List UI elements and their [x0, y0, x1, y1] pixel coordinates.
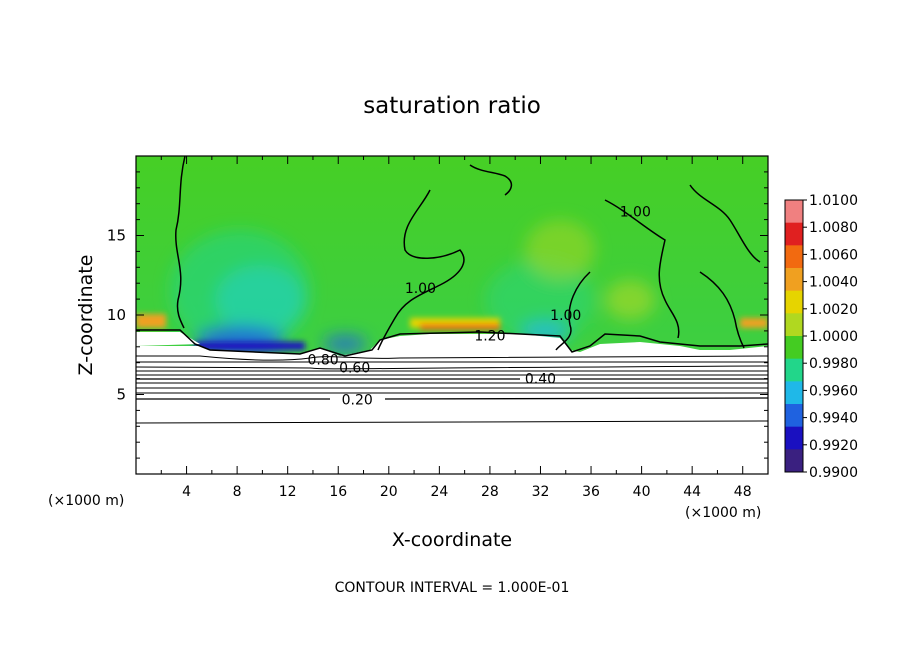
yellow-patch-e — [605, 280, 655, 320]
colorbar-label: 0.9960 — [809, 383, 858, 399]
yellow-patch-ne — [525, 220, 595, 280]
contour-1.20-cloud-edge — [136, 329, 768, 357]
colorbar-swatch — [785, 200, 803, 224]
y-tick-label: 5 — [116, 386, 126, 404]
hot-band-mid — [420, 324, 500, 330]
colorbar-label: 0.9940 — [809, 411, 858, 427]
contour-1.00-center — [377, 189, 465, 351]
colorbar-swatch — [785, 449, 803, 473]
warm-band-east — [740, 318, 768, 328]
contour-label: 1.00 — [620, 205, 651, 221]
contour-1.00-top — [469, 164, 513, 196]
x-axis-label: X-coordinate — [392, 529, 512, 551]
x-tick-label: 32 — [532, 484, 550, 500]
colorbar-label: 1.0060 — [809, 247, 858, 263]
warm-band-west — [136, 314, 166, 328]
blue-core-center — [323, 335, 367, 353]
x-tick-label: 48 — [734, 484, 752, 500]
x-tick-label: 8 — [233, 484, 242, 500]
colorbar-swatch — [785, 268, 803, 292]
contour-0.80 — [136, 355, 768, 361]
contour-1.00-mid — [555, 271, 591, 351]
warm-band-mid — [410, 318, 500, 328]
x-tick-label: 44 — [683, 484, 701, 500]
x-axis: 4 8 12 16 20 24 28 32 36 40 44 48 — [160, 156, 752, 500]
contour-label: 0.40 — [525, 372, 556, 388]
colorbar-swatch — [785, 336, 803, 360]
contour-label: 1.20 — [474, 329, 505, 345]
x-tick-label: 36 — [582, 484, 600, 500]
contour-1.00-ne — [604, 199, 680, 339]
contour-lines — [136, 156, 768, 424]
colorbar-swatch — [785, 313, 803, 337]
colorbar-label: 0.9900 — [809, 465, 858, 481]
colorbar-swatch — [785, 222, 803, 246]
x-tick-label: 4 — [182, 484, 191, 500]
contour-label: 0.80 — [307, 353, 338, 369]
x-unit-label: (×1000 m) — [685, 505, 761, 521]
x-tick-label: 12 — [279, 484, 297, 500]
x-tick-label: 28 — [481, 484, 499, 500]
y-tick-label: 10 — [107, 306, 126, 324]
y-axis-label: Z-coordinate — [75, 255, 97, 376]
field-streaks — [136, 314, 768, 350]
contour-interval-note: CONTOUR INTERVAL = 1.000E-01 — [335, 580, 570, 596]
colorbar-label: 0.9980 — [809, 356, 858, 372]
colorbar-label: 1.0020 — [809, 302, 858, 318]
x-tick-label: 40 — [633, 484, 651, 500]
y-unit-label: (×1000 m) — [48, 493, 124, 509]
colorbar-swatch — [785, 245, 803, 269]
cyan-plume-east — [485, 260, 595, 340]
colorbar-label: 0.9920 — [809, 438, 858, 454]
colorbar-label: 1.0100 — [809, 193, 858, 209]
dark-blue-strip — [195, 342, 305, 350]
contour-label: 1.00 — [550, 308, 581, 324]
colorbar-label: 1.0040 — [809, 275, 858, 291]
x-tick-label: 16 — [329, 484, 347, 500]
y-axis: 5 10 15 — [107, 171, 768, 459]
colorbar-swatch — [785, 426, 803, 450]
contour-label: 1.00 — [405, 281, 436, 297]
contour-label: 0.60 — [339, 360, 370, 376]
heatmap-field: 1.00 1.00 1.00 1.20 0.80 0.60 0.40 0.20 — [136, 156, 768, 474]
x-tick-label: 24 — [430, 484, 448, 500]
contour-label: 0.20 — [342, 392, 373, 408]
chart-title: saturation ratio — [363, 93, 541, 119]
cloud-free-region — [136, 334, 768, 474]
colorbar-swatch — [785, 290, 803, 314]
contour-1.00-east — [689, 184, 761, 263]
y-tick-label: 15 — [107, 227, 126, 245]
x-tick-label: 20 — [380, 484, 398, 500]
colorbar-swatch — [785, 404, 803, 428]
contour-0.20 — [136, 397, 768, 400]
cloud-top-pocket — [136, 332, 200, 346]
cyan-plume-center — [215, 265, 305, 335]
contour-0.60 — [136, 365, 768, 370]
contour-1.00-right — [699, 271, 745, 349]
contour-1.00-west — [175, 156, 186, 329]
contour-0.10 — [136, 420, 768, 424]
colorbar-swatch — [785, 381, 803, 405]
colorbar-label: 1.0000 — [809, 329, 858, 345]
colorbar: 1.0100 1.0080 1.0060 1.0040 1.0020 1.0000 0.99… — [784, 193, 858, 481]
contour-label-group: 1.00 1.00 1.00 1.20 0.80 0.60 0.40 0.20 — [307, 205, 650, 409]
colorbar-swatch — [785, 358, 803, 382]
colorbar-label: 1.0080 — [809, 220, 858, 236]
